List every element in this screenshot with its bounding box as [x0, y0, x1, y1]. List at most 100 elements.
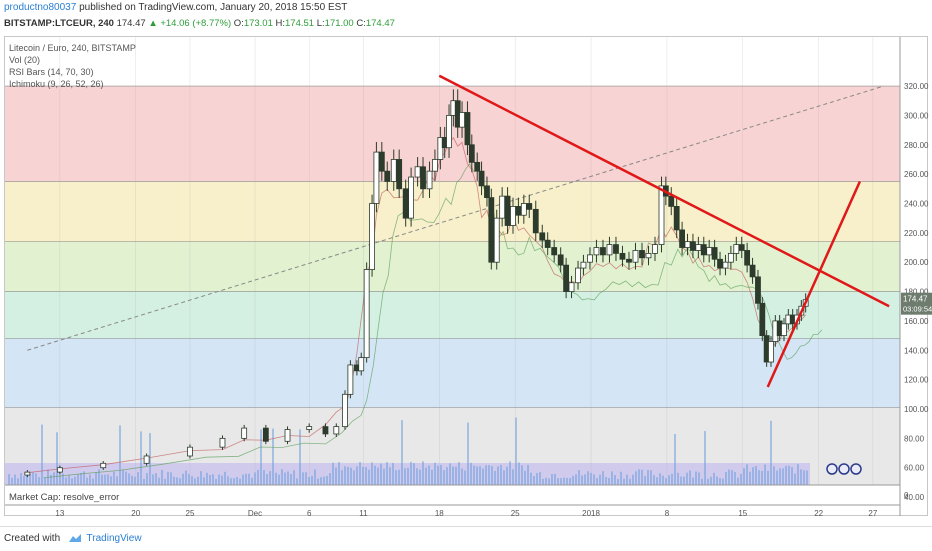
volume-bar — [776, 470, 778, 485]
volume-bar — [461, 468, 463, 485]
candle-body — [575, 267, 581, 284]
volume-bar — [311, 475, 313, 485]
volume-bar — [185, 470, 187, 485]
volume-bar — [602, 471, 604, 485]
volume-bar — [344, 466, 346, 485]
candle-body — [378, 151, 385, 172]
volume-bar — [230, 478, 232, 485]
volume-bar — [626, 474, 628, 485]
volume-bar — [686, 472, 688, 485]
volume-bar — [383, 468, 385, 485]
volume-bars — [8, 417, 808, 485]
volume-bar — [239, 478, 241, 485]
y-tick-label: 40.00 — [904, 493, 925, 502]
volume-bar — [113, 471, 115, 485]
volume-bar — [698, 472, 700, 485]
volume-bar — [683, 476, 685, 485]
volume-bar — [494, 470, 496, 485]
volume-bar — [290, 473, 292, 485]
volume-bar — [122, 469, 124, 485]
volume-bar — [503, 470, 505, 485]
volume-bar — [287, 471, 289, 485]
volume-bar — [281, 469, 283, 485]
volume-bar — [323, 476, 325, 485]
volume-bar — [332, 462, 334, 485]
volume-bar — [119, 425, 121, 485]
fibonacci-bands — [5, 85, 900, 485]
volume-bar — [140, 431, 142, 485]
price-badge-text: 174.47 — [903, 295, 928, 304]
volume-bar — [788, 465, 790, 485]
volume-bar — [650, 470, 652, 485]
volume-bar — [347, 466, 349, 485]
event-marker-icon — [838, 463, 850, 475]
legend-volume[interactable]: Vol (20) — [9, 55, 41, 65]
volume-bar — [131, 475, 133, 485]
y-tick-label: 200.00 — [904, 258, 929, 267]
volume-bar — [527, 464, 529, 485]
volume-bar — [752, 467, 754, 485]
volume-bar — [233, 478, 235, 485]
volume-bar — [449, 463, 451, 485]
volume-bar — [368, 469, 370, 485]
candles — [24, 89, 809, 478]
volume-bar — [356, 466, 358, 485]
volume-bar — [587, 471, 589, 485]
candle-body — [587, 254, 593, 263]
volume-bar — [806, 470, 808, 485]
volume-bar — [731, 470, 733, 485]
volume-bar — [569, 477, 571, 485]
candle-body — [658, 185, 665, 245]
volume-bar — [107, 474, 109, 485]
volume-bar — [92, 478, 94, 485]
y-tick-label: 160.00 — [904, 317, 929, 326]
volume-bar — [410, 461, 412, 485]
volume-bar — [359, 461, 361, 485]
volume-bar — [80, 472, 82, 485]
volume-bar — [170, 472, 172, 485]
x-tick-label: 27 — [868, 509, 877, 518]
volume-bar — [23, 476, 25, 485]
volume-bar — [440, 464, 442, 485]
volume-bar — [578, 470, 580, 485]
volume-bar — [791, 467, 793, 485]
volume-bar — [89, 474, 91, 485]
legend-rsi[interactable]: RSI Bars (14, 70, 30) — [9, 67, 94, 77]
volume-bar — [479, 466, 481, 485]
candle-body — [446, 115, 452, 149]
price-change: ▲ +14.06 (+8.77%) — [148, 18, 232, 29]
volume-bar — [416, 468, 418, 485]
footer: Created with TradingView — [0, 526, 932, 550]
candle-body — [673, 206, 680, 231]
candle-body — [342, 393, 348, 428]
volume-bar — [293, 470, 295, 485]
volume-bar — [581, 475, 583, 485]
volume-bar — [263, 470, 265, 485]
candle-body — [408, 176, 414, 219]
x-tick-label: 22 — [814, 509, 823, 518]
volume-bar — [173, 476, 175, 485]
tradingview-link[interactable]: TradingView — [86, 533, 142, 544]
candle-body — [484, 185, 490, 199]
volume-bar — [41, 424, 43, 485]
volume-bar — [386, 462, 388, 485]
chart-frame — [4, 36, 928, 516]
y-tick-label: 280.00 — [904, 141, 929, 150]
author-link[interactable]: productno80037 — [4, 2, 77, 13]
volume-bar — [353, 470, 355, 485]
volume-bar — [710, 476, 712, 485]
candle-body — [593, 247, 600, 256]
volume-bar — [782, 468, 784, 485]
candle-body — [369, 203, 375, 270]
legend-ichimoku[interactable]: Ichimoku (9, 26, 52, 26) — [9, 79, 104, 89]
volume-bar — [56, 432, 58, 485]
y-tick-label: 260.00 — [904, 170, 929, 179]
candle-body — [679, 229, 685, 248]
volume-bar — [224, 471, 226, 485]
x-tick-label: 25 — [186, 509, 195, 518]
volume-bar — [638, 469, 640, 485]
volume-bar — [608, 477, 610, 485]
volume-bar — [197, 476, 199, 485]
candle-body — [56, 467, 63, 473]
